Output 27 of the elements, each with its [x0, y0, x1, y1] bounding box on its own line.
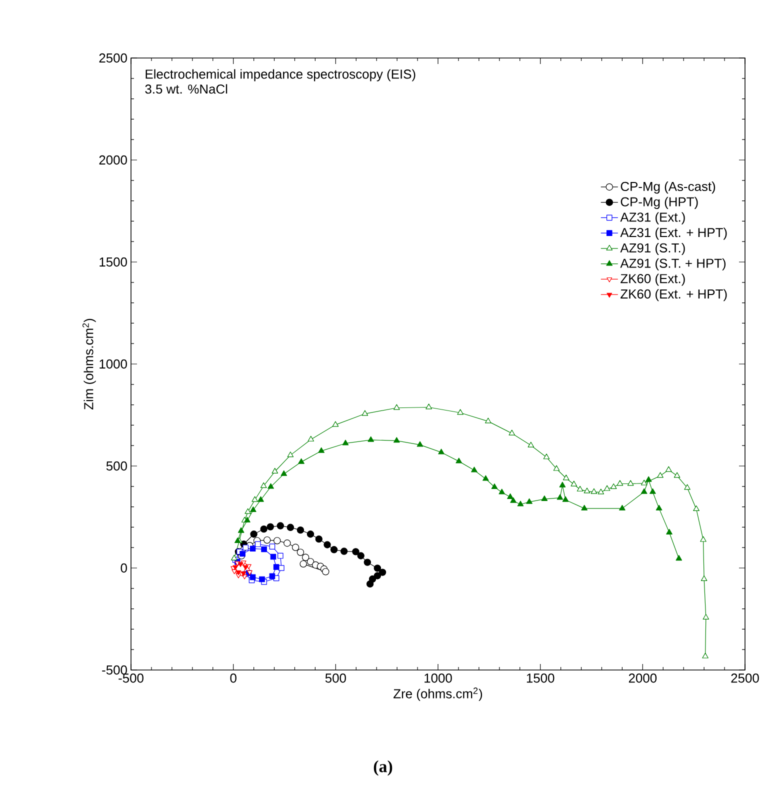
- y-tick-label: 0: [120, 563, 127, 573]
- x-tick-label: 500: [325, 674, 346, 683]
- x-tick-label: 1500: [526, 674, 554, 683]
- legend-label: AZ91 (S.T. + HPT): [620, 258, 726, 270]
- y-axis-title: Zim (ohms.cm$^{2}$): [82, 318, 96, 410]
- legend-label: AZ31 (Ext.): [620, 212, 685, 224]
- y-tick-label: -500: [102, 665, 127, 675]
- legend-label: AZ31 (Ext. + HPT): [620, 228, 727, 240]
- x-tick-label: -500: [118, 674, 144, 683]
- x-tick-label: 1000: [424, 674, 452, 683]
- y-tick-label: 500: [106, 461, 127, 471]
- annotation: Electrochemical impedance spectroscopy (EIS): [146, 69, 416, 82]
- legend-label: CP-Mg (As-cast): [620, 182, 716, 194]
- y-tick-label: 2000: [99, 155, 127, 165]
- y-tick-label: 1000: [100, 359, 127, 369]
- x-tick-label: 2500: [731, 674, 759, 683]
- legend-label: CP-Mg (HPT): [620, 196, 698, 209]
- x-axis-title: Zre (ohms.cm$^{2}$): [394, 688, 482, 701]
- y-tick-label: 1500: [100, 257, 127, 267]
- legend-label: AZ91 (S.T.): [620, 242, 685, 256]
- x-tick-label: 2000: [628, 674, 657, 683]
- x-tick-label: 0: [230, 674, 236, 683]
- y-tick-label: 2500: [99, 53, 127, 63]
- text: (a): [374, 760, 392, 776]
- annotation: 3.5 wt. %NaCl: [145, 84, 228, 94]
- legend-label: ZK60 (Ext. + HPT): [620, 289, 727, 302]
- legend-label: ZK60 (Ext.): [620, 274, 685, 286]
